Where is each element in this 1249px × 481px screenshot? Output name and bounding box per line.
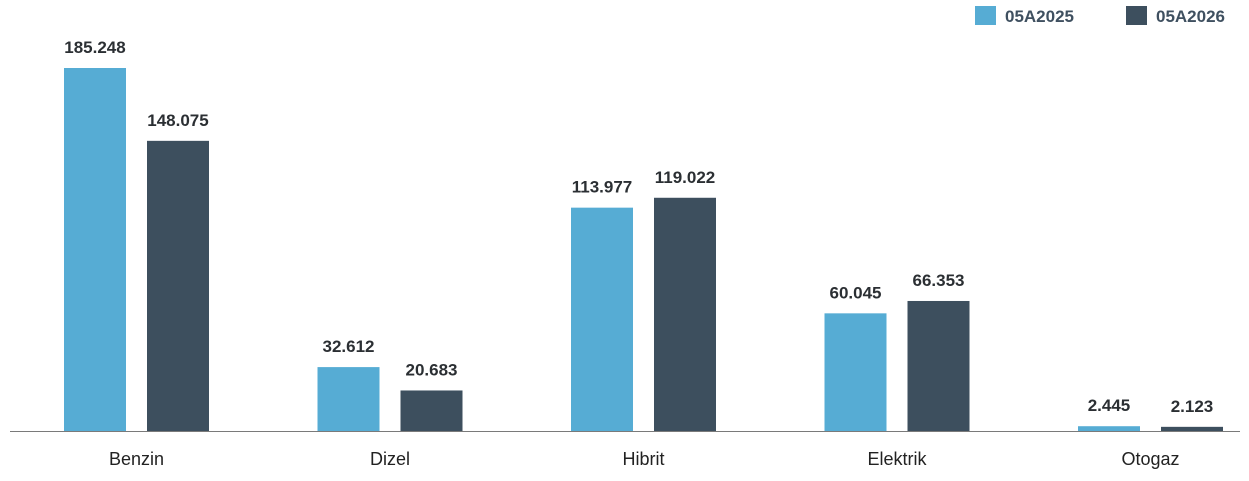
value-label-dizel-05a2025: 32.612 [323, 337, 375, 356]
value-label-otogaz-05a2025: 2.445 [1088, 396, 1131, 415]
bar-area [64, 68, 1223, 432]
value-label-elektrik-05a2026: 66.353 [913, 271, 965, 290]
value-label-dizel-05a2026: 20.683 [406, 360, 458, 379]
bar-elektrik-05a2025 [824, 313, 887, 431]
category-label-elektrik: Elektrik [867, 449, 927, 469]
category-label-benzin: Benzin [109, 449, 164, 469]
bar-dizel-05a2025 [317, 367, 380, 431]
value-label-hibrit-05a2025: 113.977 [572, 178, 633, 197]
legend: 05A2025 05A2026 [975, 6, 1225, 26]
legend-label-05a2025: 05A2025 [1005, 7, 1074, 26]
category-label-dizel: Dizel [370, 449, 410, 469]
legend-swatch-05a2026 [1126, 6, 1147, 25]
bar-hibrit-05a2025 [571, 207, 633, 431]
bar-dizel-05a2026 [400, 390, 463, 431]
bar-otogaz-05a2026 [1161, 426, 1223, 431]
legend-label-05a2026: 05A2026 [1156, 7, 1225, 26]
category-labels: Benzin Dizel Hibrit Elektrik Otogaz [109, 449, 1180, 469]
bar-elektrik-05a2026 [907, 300, 970, 431]
value-label-benzin-05a2026: 148.075 [147, 111, 208, 130]
bar-hibrit-05a2026 [654, 197, 716, 431]
value-label-elektrik-05a2025: 60.045 [830, 283, 882, 302]
value-label-otogaz-05a2026: 2.123 [1171, 397, 1214, 416]
bar-benzin-05a2025 [64, 68, 126, 431]
bar-benzin-05a2026 [147, 140, 209, 432]
value-labels: 185.248 148.075 32.612 20.683 113.977 119.022… [64, 38, 1213, 416]
bar-otogaz-05a2025 [1078, 426, 1140, 431]
value-label-benzin-05a2025: 185.248 [64, 38, 125, 57]
legend-swatch-05a2025 [975, 6, 996, 25]
category-label-hibrit: Hibrit [622, 449, 664, 469]
category-label-otogaz: Otogaz [1121, 449, 1179, 469]
value-label-hibrit-05a2026: 119.022 [655, 168, 716, 187]
